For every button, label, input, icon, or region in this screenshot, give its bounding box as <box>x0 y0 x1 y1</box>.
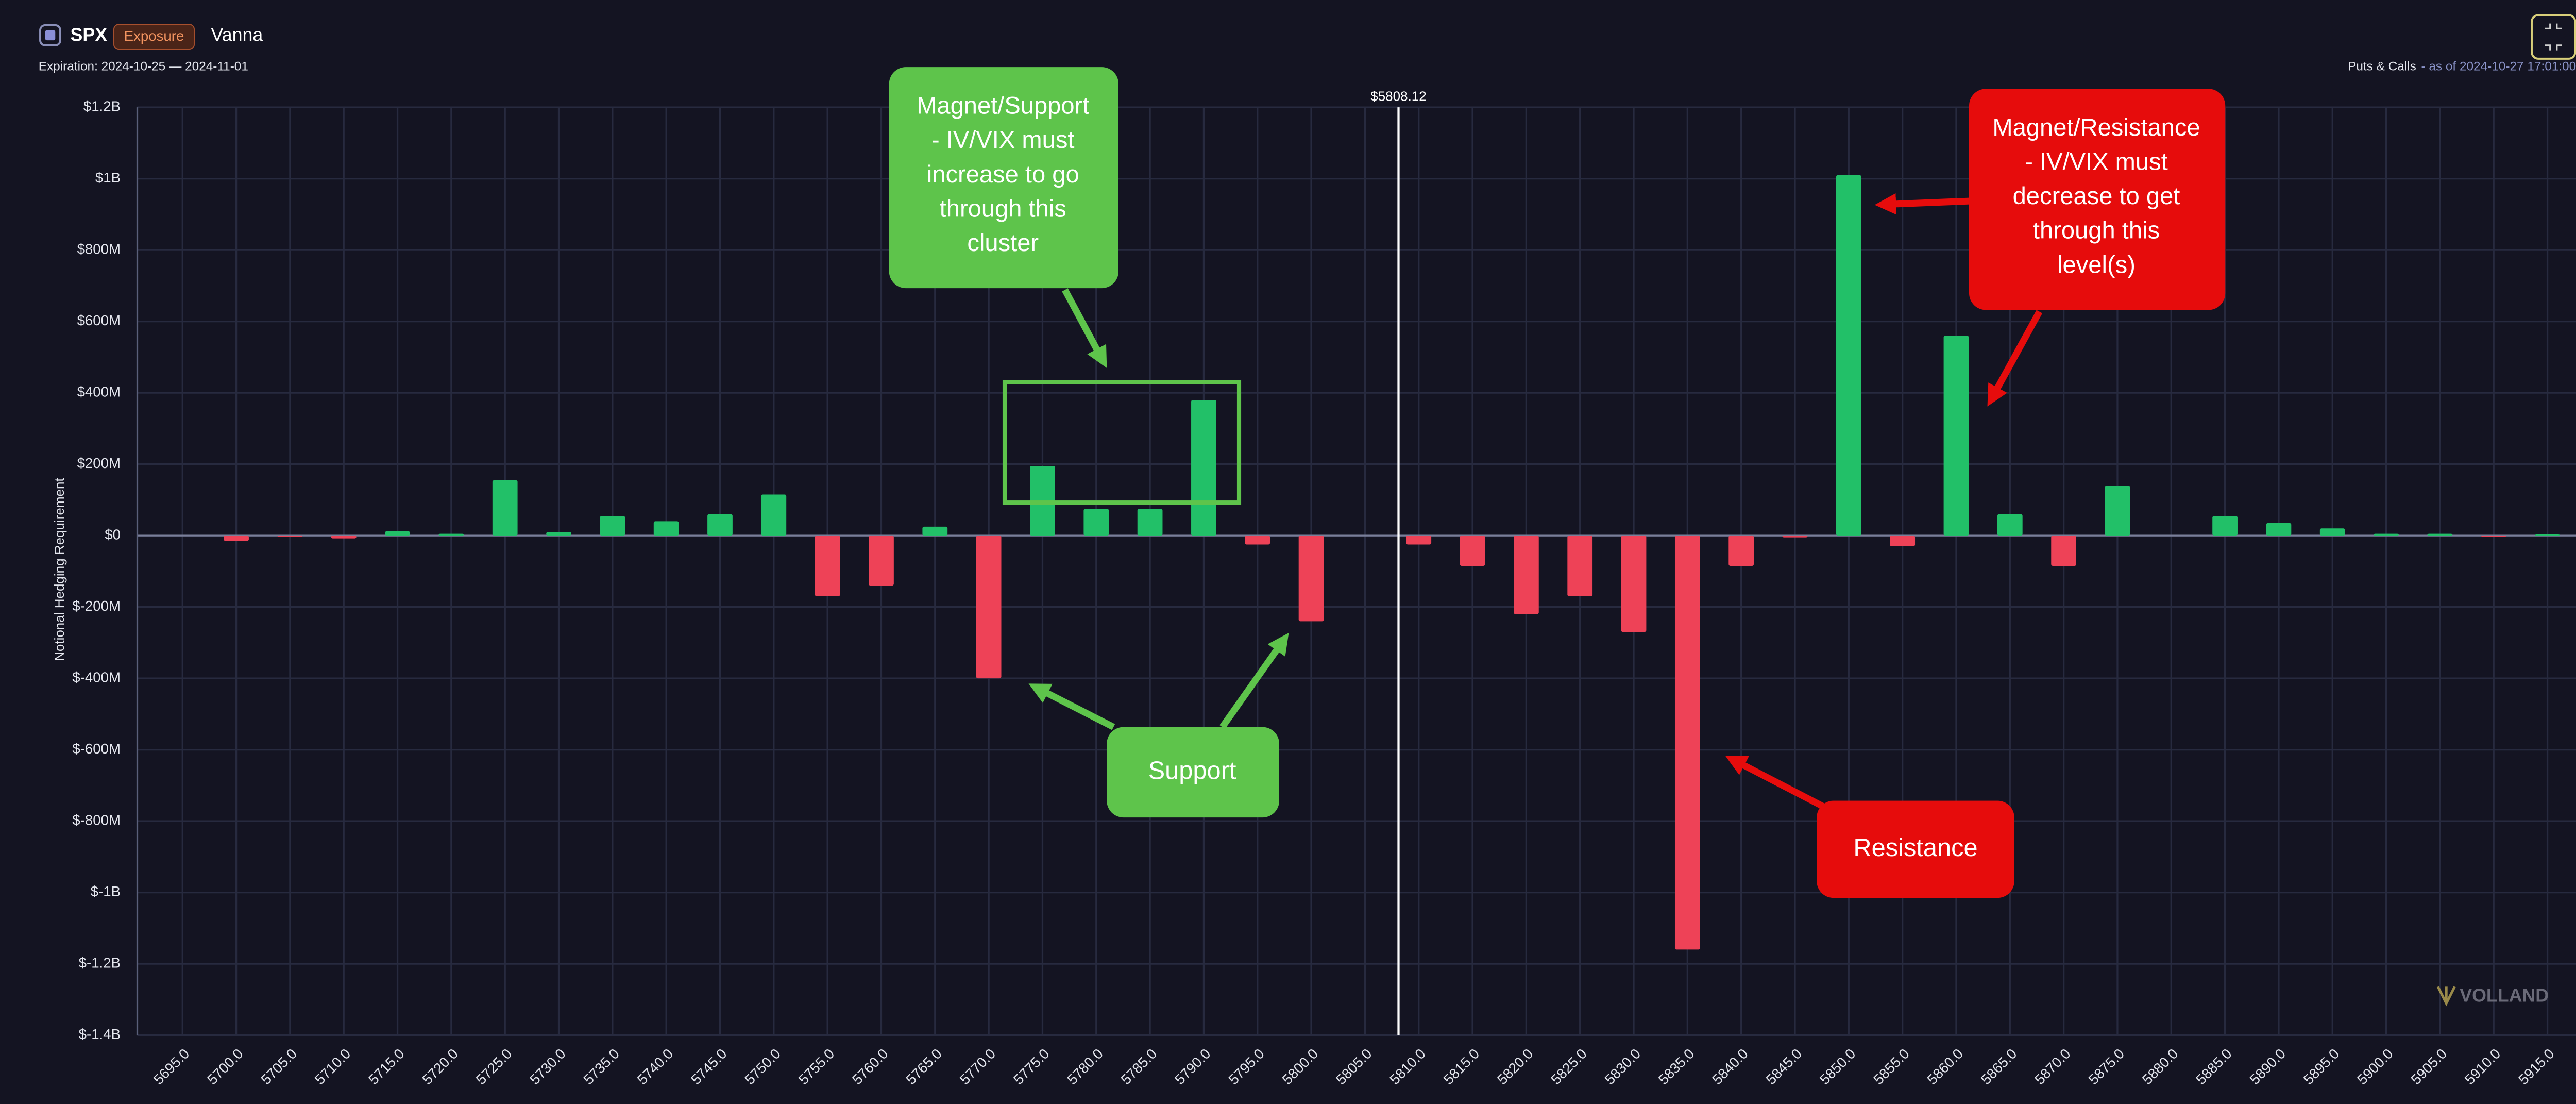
bar <box>438 533 464 536</box>
bar <box>1782 536 1808 538</box>
y-tick-label: $400M <box>77 383 121 399</box>
bar <box>1083 509 1109 536</box>
bar <box>492 480 518 536</box>
annotation-text: Support <box>1148 757 1236 784</box>
annotation-text: increase to go <box>927 160 1079 188</box>
bar <box>707 514 733 536</box>
y-tick-label: $1B <box>95 170 121 186</box>
bar <box>1728 536 1754 566</box>
annotation-box <box>1969 89 2226 310</box>
expand-button[interactable] <box>2531 14 2576 60</box>
bar <box>869 536 894 586</box>
annotation-text: Magnet/Support <box>917 92 1089 119</box>
spot-label: $5808.12 <box>1370 89 1426 104</box>
arrow <box>1725 756 1827 811</box>
bar <box>1298 536 1324 622</box>
y-tick-label: $-1B <box>91 883 121 899</box>
bar <box>277 536 303 537</box>
y-tick-label: $-1.4B <box>79 1026 121 1042</box>
arrow <box>1062 288 1107 368</box>
badge: Exposure <box>124 28 184 44</box>
bar <box>1890 536 1916 546</box>
symbol: SPX <box>71 24 108 45</box>
bar <box>385 531 410 536</box>
annotation-text: through this <box>2033 216 2160 244</box>
annotation-text: decrease to get <box>2013 182 2180 209</box>
bar <box>2535 534 2560 536</box>
checkbox-fill <box>45 30 56 41</box>
y-tick-label: $-200M <box>72 598 121 614</box>
y-tick-label: $600M <box>77 312 121 328</box>
bar <box>546 532 571 536</box>
watermark: VOLLAND <box>2460 985 2549 1006</box>
bar <box>1621 536 1647 632</box>
bar <box>2051 536 2076 566</box>
annotation-text: level(s) <box>2057 250 2136 278</box>
bar <box>2481 536 2506 537</box>
y-tick-label: $800M <box>77 241 121 257</box>
bar <box>2427 533 2453 536</box>
cluster-highlight <box>1002 380 1242 505</box>
annotation-text: Resistance <box>1853 834 1977 862</box>
y-tick-label: $-1.2B <box>79 955 121 971</box>
bar <box>331 536 357 539</box>
bar <box>1943 336 1969 536</box>
bar <box>600 516 625 536</box>
y-tick-label: $0 <box>105 526 121 542</box>
annotation-text: through this <box>940 194 1066 222</box>
bar <box>922 526 948 536</box>
y-tick-label: $-600M <box>72 741 121 757</box>
bar <box>224 536 249 541</box>
arrow <box>1028 683 1115 730</box>
bar <box>2374 533 2399 536</box>
metric: Vanna <box>211 24 263 45</box>
y-tick-label: $-800M <box>72 812 121 828</box>
y-tick-label: $1.2B <box>83 98 121 114</box>
bar <box>761 494 787 536</box>
y-tick-label: $200M <box>77 455 121 471</box>
annotation-text: Magnet/Resistance <box>1992 113 2200 141</box>
arrow <box>1874 193 1970 215</box>
annotation-box <box>889 67 1118 289</box>
bar <box>2319 528 2345 536</box>
bar <box>653 521 679 536</box>
bar <box>1514 536 1539 614</box>
bar <box>1137 509 1163 536</box>
arrow <box>1219 632 1289 729</box>
checkbox[interactable] <box>39 24 61 46</box>
bar <box>1406 536 1432 545</box>
bar <box>2105 486 2130 536</box>
bar <box>1245 536 1270 545</box>
annotation-text: - IV/VIX must <box>2025 147 2167 175</box>
y-axis-label: Notional Hedging Requirement <box>52 478 67 661</box>
bar <box>1567 536 1593 596</box>
bar <box>1997 514 2023 536</box>
y-tick-label: $-400M <box>72 669 121 685</box>
annotation-box <box>1817 800 2014 898</box>
as-of: - as of 2024-10-27 17:01:00 <box>2421 60 2576 74</box>
bar <box>2266 523 2292 536</box>
bar <box>1674 536 1700 950</box>
bar <box>1836 175 1861 536</box>
badge-bg <box>113 24 195 50</box>
annotation-text: - IV/VIX must <box>931 126 1074 153</box>
expand-icon <box>2545 23 2562 51</box>
expiration: Expiration: 2024-10-25 — 2024-11-01 <box>39 60 248 74</box>
bar <box>815 536 840 596</box>
bar <box>2212 516 2238 536</box>
watermark-logo <box>2436 986 2456 1007</box>
mode[interactable]: Puts & Calls <box>2348 60 2416 74</box>
bar <box>1460 536 1485 566</box>
bar <box>976 536 1002 679</box>
arrow <box>1987 310 2043 407</box>
annotation-box <box>1107 727 1279 818</box>
annotation-text: cluster <box>967 229 1039 256</box>
bar <box>1191 399 1216 536</box>
